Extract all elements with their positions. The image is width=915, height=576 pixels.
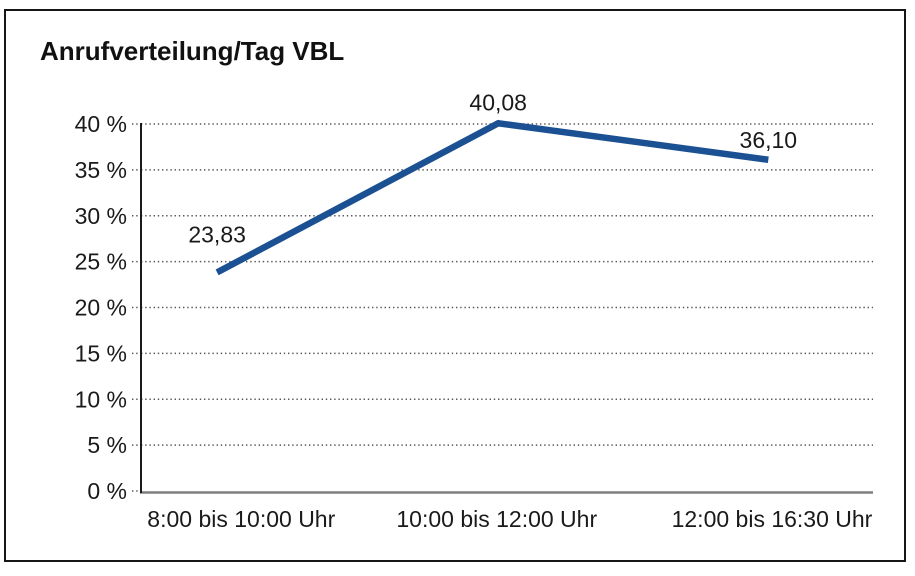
y-tick-label: 15 % [75, 340, 127, 366]
chart-frame [4, 9, 906, 562]
data-point-label: 23,83 [188, 221, 246, 247]
chart-title: Anrufverteilung/Tag VBL [40, 36, 345, 66]
data-point-label: 40,08 [469, 89, 527, 115]
y-tick-label: 25 % [75, 249, 127, 275]
y-tick-label: 35 % [75, 157, 127, 183]
x-category-label: 10:00 bis 12:00 Uhr [396, 506, 597, 532]
y-tick-label: 0 % [87, 478, 127, 504]
y-tick-label: 5 % [87, 432, 127, 458]
x-category-label: 12:00 bis 16:30 Uhr [672, 506, 873, 532]
y-tick-label: 20 % [75, 295, 127, 321]
data-point-label: 36,10 [740, 127, 798, 153]
y-tick-label: 30 % [75, 203, 127, 229]
y-tick-label: 40 % [75, 111, 127, 137]
series-line [215, 119, 769, 276]
x-category-label: 8:00 bis 10:00 Uhr [147, 506, 335, 532]
y-tick-label: 10 % [75, 386, 127, 412]
